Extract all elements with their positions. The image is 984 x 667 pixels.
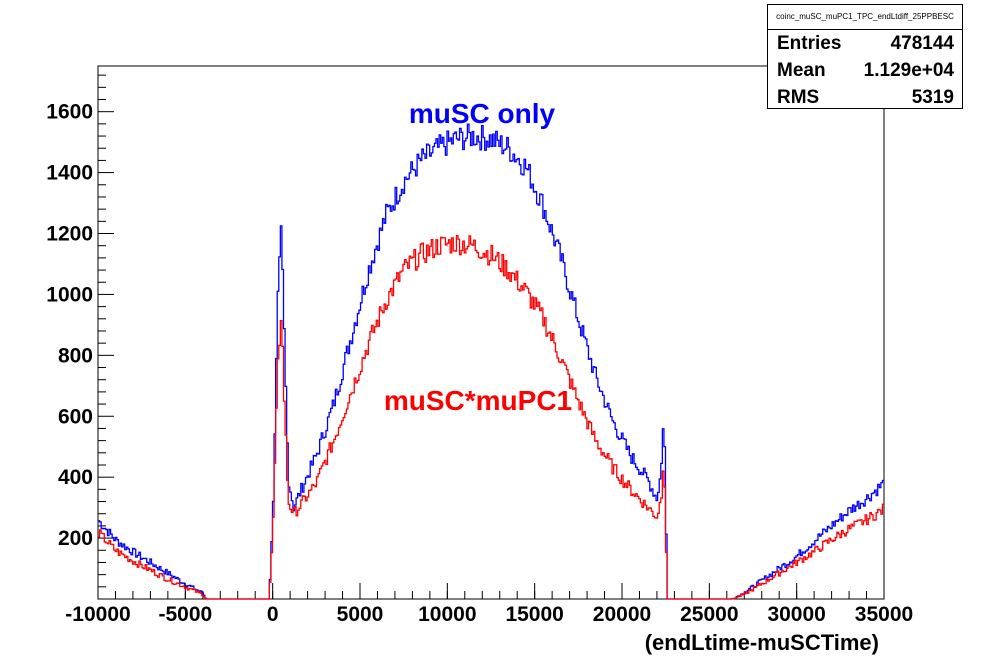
x-tick-label: -10000 [65, 603, 130, 626]
annotation-musc-mupc1: muSC*muPC1 [384, 385, 572, 416]
y-tick-label: 1000 [46, 283, 93, 306]
x-tick-label: 15000 [505, 603, 563, 626]
stats-row-rms: RMS 5319 [768, 84, 962, 111]
x-tick-label: 25000 [680, 603, 738, 626]
y-tick-label: 200 [58, 527, 93, 550]
y-tick-label: 1200 [46, 223, 93, 246]
stats-value: 478144 [890, 33, 954, 54]
annotation-musc-only: muSC only [409, 98, 556, 129]
y-axis: 200 400 600 800 1000 1200 1400 1600 [46, 74, 114, 600]
stats-title: coinc_muSC_muPC1_TPC_endLtdiff_25PPBESC [768, 5, 962, 30]
stats-row-entries: Entries 478144 [768, 30, 962, 57]
x-tick-label: 35000 [855, 603, 913, 626]
x-axis-title: (endLtime-muSCTime) [645, 630, 879, 655]
x-tick-label: 5000 [337, 603, 384, 626]
stats-label: RMS [777, 87, 820, 108]
stats-row-mean: Mean 1.129e+04 [768, 57, 962, 84]
y-tick-label: 400 [58, 466, 93, 489]
stats-value: 1.129e+04 [863, 60, 954, 81]
x-tick-label: 10000 [418, 603, 476, 626]
x-tick-label: -5000 [158, 603, 212, 626]
y-tick-label: 1400 [46, 162, 93, 185]
stats-value: 5319 [911, 87, 954, 108]
x-axis: -10000 -5000 0 5000 10000 15000 20000 25000 3000… [65, 583, 913, 626]
plot-frame [97, 65, 885, 600]
y-tick-label: 1600 [46, 101, 93, 124]
stats-label: Mean [777, 60, 826, 81]
x-tick-label: 0 [267, 603, 279, 626]
stats-box: coinc_muSC_muPC1_TPC_endLtdiff_25PPBESC … [767, 4, 963, 109]
y-tick-label: 800 [58, 344, 93, 367]
x-tick-label: 30000 [767, 603, 825, 626]
series-line-musc-only [98, 123, 884, 600]
series-line-musc-mupc1 [98, 234, 884, 600]
x-tick-label: 20000 [593, 603, 651, 626]
series-layer [98, 123, 884, 600]
y-tick-label: 600 [58, 405, 93, 428]
stats-label: Entries [777, 33, 842, 54]
